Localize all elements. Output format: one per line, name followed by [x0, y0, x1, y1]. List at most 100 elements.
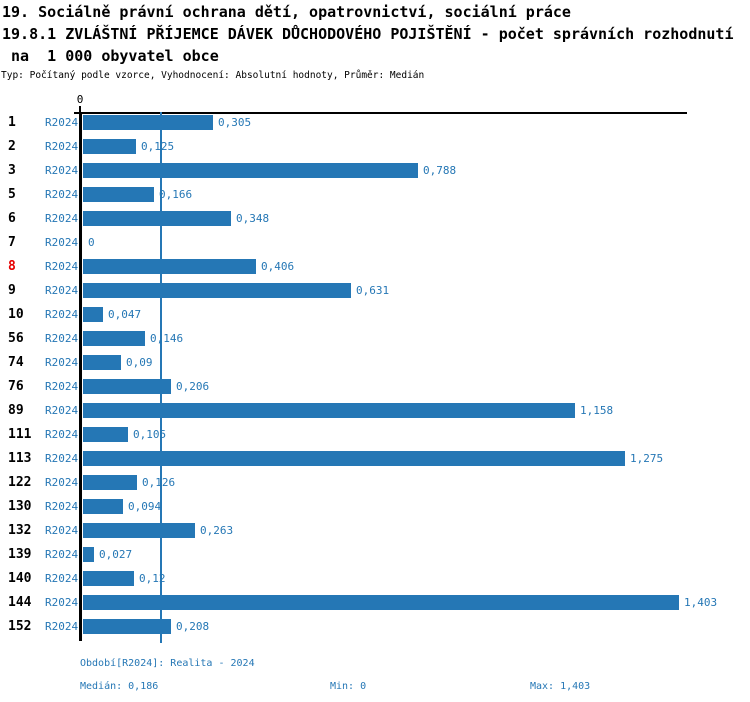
row-series-label: R2024 — [45, 140, 79, 153]
row-category-label: 152 — [8, 619, 32, 634]
chart-row: 89 R2024 1,158 — [0, 403, 750, 418]
median-reference-line — [160, 112, 162, 643]
value-bar[interactable] — [83, 619, 171, 634]
value-bar[interactable] — [83, 427, 128, 442]
row-category-label: 9 — [8, 283, 16, 298]
row-series-label: R2024 — [45, 428, 79, 441]
row-series-label: R2024 — [45, 524, 79, 537]
bar-value-label: 0,263 — [200, 524, 234, 537]
value-bar[interactable] — [83, 187, 154, 202]
value-bar[interactable] — [83, 403, 575, 418]
row-series-label: R2024 — [45, 332, 79, 345]
bar-value-label: 0,126 — [142, 476, 176, 489]
value-bar[interactable] — [83, 595, 679, 610]
chart-row: 56 R2024 0,146 — [0, 331, 750, 346]
bar-value-label: 1,403 — [684, 596, 718, 609]
footer-period-label: Období[R2024]: Realita - 2024 — [80, 658, 255, 669]
chart-row: 111 R2024 0,105 — [0, 427, 750, 442]
row-series-label: R2024 — [45, 452, 79, 465]
chart-row: 1 R2024 0,305 — [0, 115, 750, 130]
row-category-label: 76 — [8, 379, 24, 394]
value-bar[interactable] — [83, 139, 136, 154]
value-bar[interactable] — [83, 355, 121, 370]
row-series-label: R2024 — [45, 572, 79, 585]
value-bar[interactable] — [83, 547, 94, 562]
row-series-label: R2024 — [45, 380, 79, 393]
value-bar[interactable] — [83, 331, 145, 346]
chart-row: 74 R2024 0,09 — [0, 355, 750, 370]
bar-value-label: 0,348 — [236, 212, 270, 225]
value-bar[interactable] — [83, 379, 171, 394]
row-series-label: R2024 — [45, 236, 79, 249]
row-category-label: 89 — [8, 403, 24, 418]
chart-row: 130 R2024 0,094 — [0, 499, 750, 514]
value-bar[interactable] — [83, 163, 418, 178]
row-series-label: R2024 — [45, 260, 79, 273]
value-bar[interactable] — [83, 571, 134, 586]
y-axis-line — [79, 112, 82, 641]
bar-value-label: 0,788 — [423, 164, 457, 177]
row-category-label: 139 — [8, 547, 32, 562]
bar-value-label: 0 — [88, 236, 95, 249]
chart-row: 132 R2024 0,263 — [0, 523, 750, 538]
row-category-label: 113 — [8, 451, 32, 466]
value-bar[interactable] — [83, 475, 137, 490]
chart-row: 76 R2024 0,206 — [0, 379, 750, 394]
bar-value-label: 0,09 — [126, 356, 153, 369]
chart-row: 113 R2024 1,275 — [0, 451, 750, 466]
chart-row: 10 R2024 0,047 — [0, 307, 750, 322]
value-bar[interactable] — [83, 451, 625, 466]
x-axis-tick-mark — [79, 106, 81, 112]
row-series-label: R2024 — [45, 356, 79, 369]
bar-value-label: 0,12 — [139, 572, 166, 585]
chart-row: 140 R2024 0,12 — [0, 571, 750, 586]
bar-value-label: 0,047 — [108, 308, 142, 321]
bar-value-label: 0,094 — [128, 500, 162, 513]
row-category-label: 132 — [8, 523, 32, 538]
value-bar[interactable] — [83, 115, 213, 130]
row-category-label: 10 — [8, 307, 24, 322]
bar-value-label: 0,208 — [176, 620, 210, 633]
value-bar[interactable] — [83, 523, 195, 538]
row-series-label: R2024 — [45, 308, 79, 321]
chart-row: 3 R2024 0,788 — [0, 163, 750, 178]
chart-row: 152 R2024 0,208 — [0, 619, 750, 634]
row-series-label: R2024 — [45, 164, 79, 177]
value-bar[interactable] — [83, 283, 351, 298]
row-series-label: R2024 — [45, 284, 79, 297]
value-bar[interactable] — [83, 259, 256, 274]
bar-value-label: 0,305 — [218, 116, 252, 129]
row-series-label: R2024 — [45, 116, 79, 129]
row-category-label: 130 — [8, 499, 32, 514]
page-title-line-1: 19. Sociálně právní ochrana dětí, opatro… — [2, 3, 571, 21]
chart-row: 6 R2024 0,348 — [0, 211, 750, 226]
bar-value-label: 0,166 — [159, 188, 193, 201]
chart-row: 139 R2024 0,027 — [0, 547, 750, 562]
bar-value-label: 0,105 — [133, 428, 167, 441]
row-category-label: 8 — [8, 259, 16, 274]
footer-max-label: Max: 1,403 — [530, 681, 591, 692]
row-category-label: 140 — [8, 571, 32, 586]
row-category-label: 3 — [8, 163, 16, 178]
chart-row: 2 R2024 0,125 — [0, 139, 750, 154]
row-category-label: 1 — [8, 115, 16, 130]
row-category-label: 122 — [8, 475, 32, 490]
bar-value-label: 0,125 — [141, 140, 175, 153]
page-title-line-2: 19.8.1 ZVLÁŠTNÍ PŘÍJEMCE DÁVEK DŮCHODOVÉ… — [2, 25, 734, 43]
x-axis-line — [74, 112, 687, 114]
value-bar[interactable] — [83, 307, 103, 322]
row-series-label: R2024 — [45, 212, 79, 225]
bar-value-label: 1,158 — [580, 404, 614, 417]
chart-row: 7 R2024 0 — [0, 235, 750, 250]
chart-row: 8 R2024 0,406 — [0, 259, 750, 274]
row-series-label: R2024 — [45, 476, 79, 489]
row-category-label: 5 — [8, 187, 16, 202]
value-bar[interactable] — [83, 499, 123, 514]
chart-row: 122 R2024 0,126 — [0, 475, 750, 490]
row-category-label: 2 — [8, 139, 16, 154]
chart-row: 144 R2024 1,403 — [0, 595, 750, 610]
bar-value-label: 0,027 — [99, 548, 133, 561]
value-bar[interactable] — [83, 211, 231, 226]
footer-min-label: Min: 0 — [330, 681, 367, 692]
